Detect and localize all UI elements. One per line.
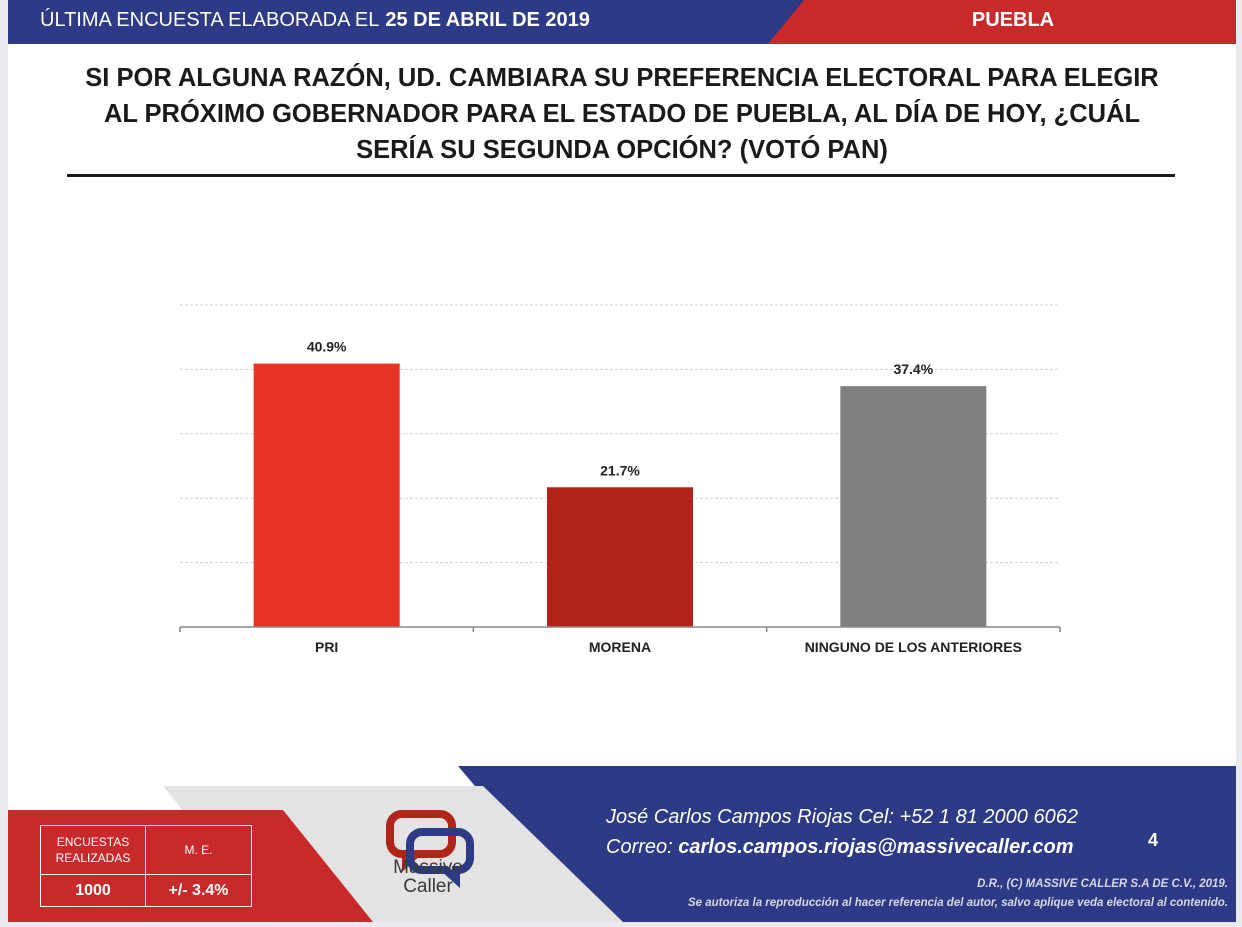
contact-phone: José Carlos Campos Riojas Cel: +52 1 81 … <box>606 806 1078 828</box>
error-margin-header: M. E. <box>146 826 251 875</box>
logo-wordmark: Massive Caller <box>358 858 498 896</box>
error-margin-value: +/- 3.4% <box>168 881 229 899</box>
surveys-header: ENCUESTAS REALIZADAS <box>41 826 146 875</box>
question-title: SI POR ALGUNA RAZÓN, UD. CAMBIARA SU PRE… <box>85 64 1159 164</box>
value-label: 37.4% <box>893 361 933 377</box>
survey-stats-table: ENCUESTAS REALIZADAS M. E. 1000 +/- 3.4% <box>40 825 252 907</box>
bar-pri <box>253 363 400 627</box>
contact-email-line: Correo: carlos.campos.riojas@massivecall… <box>606 832 1078 862</box>
survey-date: 25 DE ABRIL DE 2019 <box>385 9 590 31</box>
title-divider <box>67 174 1175 177</box>
category-label: NINGUNO DE LOS ANTERIORES <box>805 639 1022 655</box>
logo-name-line2: Caller <box>403 876 453 897</box>
state-name: PUEBLA <box>971 9 1055 31</box>
surveys-value: 1000 <box>41 875 146 906</box>
copyright: D.R., (C) MASSIVE CALLER S.A DE C.V., 20… <box>977 878 1228 890</box>
bar-morena <box>547 487 693 627</box>
speech-bubbles-logo-icon <box>386 810 474 888</box>
contact-block: José Carlos Campos Riojas Cel: +52 1 81 … <box>606 802 1078 862</box>
header-state-band <box>768 0 1236 44</box>
survey-label: ÚLTIMA ENCUESTA ELABORADA EL <box>40 9 380 31</box>
logo-name-line1: Massive <box>393 857 463 878</box>
value-labels: 40.9% 21.7% 37.4% <box>307 339 934 479</box>
email-address[interactable]: carlos.campos.riojas@massivecaller.com <box>678 836 1074 858</box>
x-axis <box>179 626 1061 632</box>
category-label: MORENA <box>589 639 651 655</box>
value-label: 40.9% <box>307 339 347 355</box>
slide: ÚLTIMA ENCUESTA ELABORADA EL 25 DE ABRIL … <box>8 0 1236 922</box>
page-number: 4 <box>1148 830 1159 850</box>
bar-ninguno-de-los-anteriores <box>840 386 987 627</box>
email-label: Correo: <box>606 836 673 858</box>
bar-chart: 40.9% 21.7% 37.4% PRI MORENA NINGUNO DE LOS … <box>179 304 1061 655</box>
value-label: 21.7% <box>600 462 640 478</box>
bars <box>253 363 987 627</box>
category-label: PRI <box>315 639 338 655</box>
category-labels: PRI MORENA NINGUNO DE LOS ANTERIORES <box>315 639 1022 655</box>
reproduction-notice: Se autoriza la reproducción al hacer ref… <box>687 897 1228 909</box>
survey-date-line: ÚLTIMA ENCUESTA ELABORADA EL 25 DE ABRIL … <box>40 9 590 32</box>
